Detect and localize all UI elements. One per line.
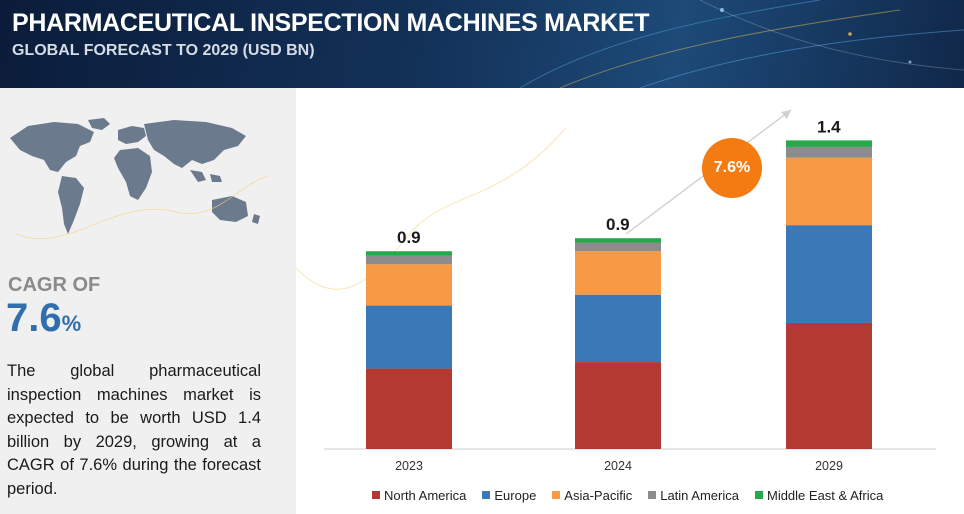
legend-label: Europe (494, 487, 537, 503)
legend-label: North America (384, 487, 467, 503)
legend-item-asia-pacific: Asia-Pacific (552, 488, 632, 503)
bar-total-label-2024: 0.9 (606, 215, 630, 234)
legend-item-latin-america: Latin America (648, 488, 739, 503)
x-tick-label-2029: 2029 (815, 459, 843, 473)
legend-item-north-america: North America (372, 488, 466, 503)
legend-label: Asia-Pacific (564, 487, 633, 503)
bar-segment-2024-latin-america (575, 242, 661, 252)
bar-total-label-2029: 1.4 (817, 117, 841, 136)
world-map-icon (10, 118, 268, 240)
legend-label: Middle East & Africa (766, 487, 884, 503)
bar-segment-2024-north-america (575, 362, 661, 449)
cagr-percent-sign: % (61, 311, 82, 336)
bar-segment-2023-north-america (366, 368, 452, 449)
bar-segment-2029-latin-america (786, 146, 872, 158)
bar-segment-2023-latin-america (366, 255, 452, 265)
legend-item-europe: Europe (482, 488, 536, 503)
page-subtitle: GLOBAL FORECAST TO 2029 (USD BN) (12, 42, 315, 59)
legend-item-middle-east-africa: Middle East & Africa (754, 487, 884, 503)
legend-swatch (372, 491, 380, 499)
cagr-bubble: 7.6% (702, 138, 762, 198)
legend-swatch (754, 491, 763, 499)
bar-segment-2023-asia-pacific (366, 264, 452, 306)
decorative-swoosh (296, 127, 567, 290)
cagr-label: CAGR OF (8, 274, 101, 296)
bar-segment-2029-middle-east-africa (786, 140, 872, 147)
market-summary-text: The global pharmaceutical inspection mac… (7, 362, 261, 498)
chart-area: 0.9 2023 0.9 2024 1.4 2029 7.6% North America… (296, 88, 964, 514)
bar-segment-2023-middle-east-africa (366, 251, 452, 256)
header-background-lines (519, 0, 964, 88)
header-banner: PHARMACEUTICAL INSPECTION MACHINES MARKE… (0, 0, 964, 88)
bar-total-label-2023: 0.9 (397, 228, 421, 247)
x-tick-label-2023: 2023 (395, 459, 423, 473)
bar-segment-2029-europe (786, 225, 872, 323)
page-title: PHARMACEUTICAL INSPECTION MACHINES MARKE… (12, 9, 650, 37)
bar-segment-2024-europe (575, 294, 661, 363)
stacked-bar-chart: 0.9 2023 0.9 2024 1.4 2029 (296, 109, 936, 473)
bar-segment-2029-asia-pacific (786, 157, 872, 226)
chart-legend: North America Europe Asia-Pacific Latin Ame… (372, 487, 899, 503)
cagr-value: 7.6% (6, 296, 81, 341)
legend-label: Latin America (660, 487, 739, 503)
bar-segment-2023-europe (366, 305, 452, 369)
legend-swatch (482, 491, 491, 499)
bar-segment-2029-north-america (786, 322, 872, 449)
bar-segment-2024-middle-east-africa (575, 238, 661, 243)
growth-arrow-head (781, 110, 791, 119)
cagr-number: 7.6 (6, 296, 62, 340)
summary-panel: CAGR OF 7.6% The global pharmaceutical i… (0, 88, 296, 514)
legend-swatch (648, 491, 657, 499)
x-tick-label-2024: 2024 (604, 459, 632, 473)
legend-swatch (552, 491, 561, 499)
bar-segment-2024-asia-pacific (575, 251, 661, 295)
